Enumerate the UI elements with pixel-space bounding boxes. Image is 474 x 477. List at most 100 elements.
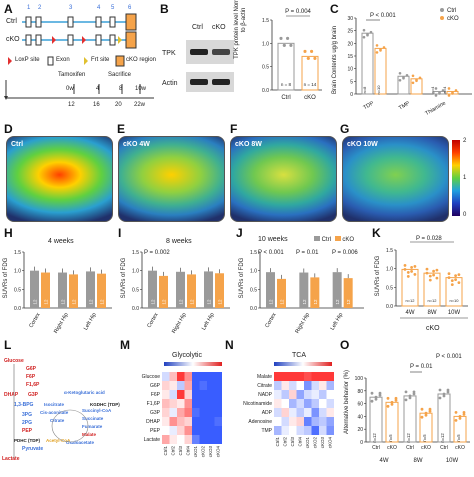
heat-n-cell <box>296 372 304 381</box>
suvr-h-bar-0-cko <box>41 272 50 308</box>
behavior-chart: 0 20 40 60 80 100 n=12 Ctrl n=5 cKO n=12 Ctrl n=5 cKO… <box>355 371 470 464</box>
suvr-i-ytick-label: 1.0 <box>132 269 139 275</box>
tpk-dot <box>289 43 293 47</box>
brain-dot <box>402 75 405 79</box>
brain-dot <box>398 78 402 82</box>
behavior-dot <box>424 413 428 417</box>
brain-dot <box>411 81 415 85</box>
brain-pvalue: P < 0.001 <box>370 13 396 19</box>
construct-cko-label: cKO <box>6 36 20 43</box>
panel-n-heatmap: TCA Malate Citrate NADP Nicotinamide ADP Aden… <box>228 350 340 472</box>
suvr-h-xlabel: Left Hip <box>83 312 98 331</box>
heat-n-row-label: Nicotinamide <box>243 401 272 407</box>
panel-letter-h: H <box>4 226 13 240</box>
behavior-dot <box>378 391 382 395</box>
heat-n-cell <box>274 390 282 399</box>
suvr-pvalue-j-2: P = 0.006 <box>332 250 358 256</box>
heat-m-row-label: G3P <box>150 410 161 416</box>
suvr-k-dot <box>454 278 457 282</box>
suvr-i-bar-2-cko <box>215 273 224 308</box>
pet-label-cko-4w: cKO 4W <box>123 141 150 148</box>
suvr-h-n-label: 12 <box>44 299 49 305</box>
suvr-i-n-label: 12 <box>190 299 195 305</box>
behavior-xlabel: Ctrl <box>406 445 414 451</box>
colorbar-tick-1: 1 <box>463 175 467 181</box>
pet-label-cko-8w: cKO 8W <box>235 141 262 148</box>
suvr-k-dot <box>450 283 454 287</box>
heat-n-cell <box>281 399 289 408</box>
panel-letter-i: I <box>118 226 122 240</box>
heat-m-cell <box>207 435 215 444</box>
legend-ctrl-j: Ctrl <box>321 237 332 243</box>
heat-m-cell <box>177 381 185 390</box>
brain-bar-tdp-ctrl <box>361 32 374 95</box>
behavior-n-label: n=12 <box>406 433 411 443</box>
tpk-dot <box>313 56 317 60</box>
heatmap-scale-m <box>164 362 222 366</box>
tpk-dot <box>310 49 314 53</box>
panel-i: SUVRs of FDG 8 weeks P = 0.002 0.0 0.5 1.0… <box>118 228 236 336</box>
heat-m-row-label: G6P <box>150 383 161 389</box>
suvr-k-dot <box>403 264 407 267</box>
behavior-dot <box>408 396 412 400</box>
heat-m-cell <box>207 390 215 399</box>
heat-m-col-label: Ctrl2 <box>171 446 176 456</box>
heat-m-cell <box>199 435 207 444</box>
exon-number-2: 2 <box>38 5 42 11</box>
brain-dot <box>382 46 386 49</box>
heat-m-cell <box>162 381 170 390</box>
week-top-1: 4 <box>96 86 100 92</box>
behavior-n-label: n=5 <box>456 434 461 442</box>
tpk-n-label: n = 14 <box>304 82 317 87</box>
behavior-dot <box>458 415 462 418</box>
panel-letter-o: O <box>340 338 350 352</box>
suvr-i-ytick-label: 0.0 <box>132 306 139 312</box>
suvr-j-ytick-label: 1.0 <box>250 269 257 275</box>
suvr-pvalue-j-1: P = 0.01 <box>296 250 319 256</box>
suvr-h-bar-0-ctrl <box>30 270 39 308</box>
behavior-dot <box>412 390 416 394</box>
heat-n-cell <box>281 408 289 417</box>
heat-n-cell <box>296 399 304 408</box>
behavior-ytick-label: 0 <box>360 440 363 446</box>
tpk-pvalue: P = 0.004 <box>285 9 311 15</box>
suvr-k-dot <box>447 272 451 276</box>
heat-n-cell <box>289 408 297 417</box>
heat-n-cell <box>274 417 282 426</box>
behavior-n-label: n=5 <box>388 434 393 442</box>
behavior-dot <box>370 391 374 395</box>
heat-n-cell <box>326 408 334 417</box>
suvr-j-ytick-label: 1.5 <box>250 250 257 256</box>
pet-colorbar <box>452 140 460 216</box>
panel-l-pathway: Glucose G6P F6P F1,6P DHAP G3P 1,3-BPG 3PG 2PG PE… <box>0 350 120 472</box>
suvr-group-k: cKO <box>426 325 440 332</box>
suvr-k-dot <box>432 273 435 277</box>
heat-n-cell <box>319 390 327 399</box>
heat-m-cell <box>214 399 222 408</box>
behavior-dot <box>412 392 416 396</box>
tpk-ytick-label: 1.5 <box>262 18 269 24</box>
heat-m-cell <box>162 372 170 381</box>
heat-m-cell <box>192 435 200 444</box>
suvr-j-bar-2-ctrl <box>332 272 342 308</box>
blot-ctrl-label: Ctrl <box>192 24 203 31</box>
pathway-metabolite-left: G3P <box>28 392 39 398</box>
week-top-0: 0w <box>66 86 74 92</box>
week-bottom-2: 20 <box>115 102 122 108</box>
suvr-i-n-label: 12 <box>207 299 212 305</box>
panel-letter-n: N <box>225 338 234 352</box>
behavior-pvalue-1: P < 0.001 <box>436 354 462 360</box>
heat-n-cell <box>296 408 304 417</box>
heat-m-col-label: Ctrl4 <box>186 446 191 456</box>
heat-n-cell <box>289 372 297 381</box>
suvr-k-dot <box>425 267 429 271</box>
panel-letter-c: C <box>330 2 339 16</box>
brain-n-label: n=8 <box>362 86 367 94</box>
pathway-metabolite-left: Lactate <box>2 456 20 462</box>
behavior-week-label: 10W <box>446 458 459 464</box>
suvr-h-n-label: 12 <box>61 299 66 305</box>
behavior-dot <box>442 394 446 398</box>
heat-n-row-label: NADP <box>258 392 273 398</box>
brain-ytick-label: 10 <box>347 67 353 73</box>
behavior-dot <box>390 400 394 404</box>
